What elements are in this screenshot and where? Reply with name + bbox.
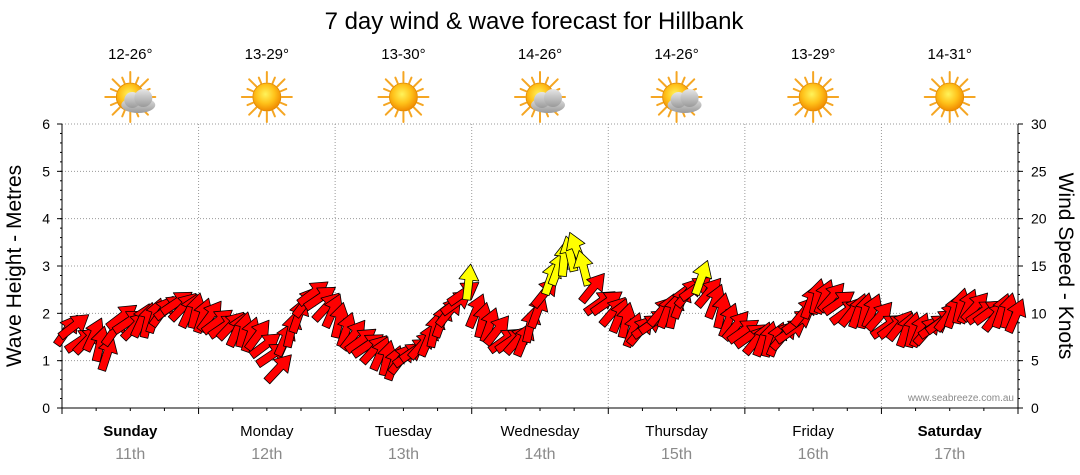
day-name-label: Monday [240,423,294,440]
day-name-label: Thursday [645,423,708,440]
day-date-label: 15th [661,446,692,463]
left-tick-label: 5 [42,163,50,179]
temperature-range: 14-31° [928,46,972,63]
right-tick-label: 10 [1031,305,1047,321]
day-date-label: 16th [798,446,829,463]
day-name-label: Wednesday [501,423,580,440]
right-tick-label: 20 [1031,211,1047,227]
sun-icon [377,71,430,123]
day-name-label: Sunday [103,423,158,440]
right-tick-labels: 0 5 10 15 20 25 30 [1018,116,1047,416]
right-tick-label: 5 [1031,353,1039,369]
right-tick-label: 30 [1031,116,1047,132]
sun-cloud-icon [104,71,157,123]
sun-cloud-icon [650,71,703,123]
day-axis-labels: Sunday 11th Monday 12th Tuesday 13th Wednesday… [61,408,1019,463]
day-forecast: 13-29° [787,46,840,123]
left-tick-label: 0 [42,400,50,416]
day-date-label: 12th [251,446,282,463]
day-date-label: 17th [934,446,965,463]
day-forecast: 14-31° [923,46,976,123]
day-forecast: 13-29° [240,46,293,123]
sun-icon [787,71,840,123]
sun-cloud-icon [514,71,566,123]
wind-arrow [1004,298,1027,334]
temperature-range: 13-29° [245,46,289,63]
wind-arrow [573,249,594,287]
temperature-range: 13-30° [381,46,425,63]
grid-lines [62,123,1018,408]
day-forecast: 14-26° [650,46,703,123]
temperature-range: 14-26° [518,46,562,63]
left-tick-label: 4 [42,211,50,227]
left-tick-label: 6 [42,116,50,132]
day-name-label: Friday [792,423,834,440]
wind-arrow [691,260,713,297]
left-axis-title: Wave Height - Metres [3,165,26,367]
wind-arrow [458,263,480,301]
wind-arrow [97,335,118,372]
credit-text: www.seabreeze.com.au [907,393,1014,404]
day-forecast-row: 12-26° 13-29° 13-30° 14-26° 14-26° 13-29° 14-3… [104,46,976,123]
right-axis-title: Wind Speed - Knots [1054,173,1077,360]
day-forecast: 14-26° [514,46,566,123]
day-date-label: 11th [115,446,145,463]
right-tick-label: 0 [1031,400,1039,416]
temperature-range: 12-26° [108,46,152,63]
right-tick-label: 25 [1031,163,1047,179]
day-forecast: 13-30° [377,46,430,123]
wind-arrows [53,231,1027,385]
chart-title: 7 day wind & wave forecast for Hillbank [325,8,745,35]
temperature-range: 14-26° [654,46,698,63]
left-tick-label: 1 [42,353,50,369]
day-forecast: 12-26° [104,46,157,123]
day-date-label: 14th [524,446,555,463]
wind-arrow [263,354,292,385]
day-name-label: Saturday [918,423,983,440]
left-tick-labels: 0 1 2 3 4 5 6 [42,116,62,416]
sun-icon [923,71,976,123]
left-tick-label: 2 [42,305,50,321]
day-name-label: Tuesday [375,423,432,440]
wind-arrow [578,272,605,305]
temperature-range: 13-29° [791,46,835,63]
right-tick-label: 15 [1031,258,1047,274]
day-date-label: 13th [388,446,419,463]
left-tick-label: 3 [42,258,50,274]
sun-icon [240,71,293,123]
